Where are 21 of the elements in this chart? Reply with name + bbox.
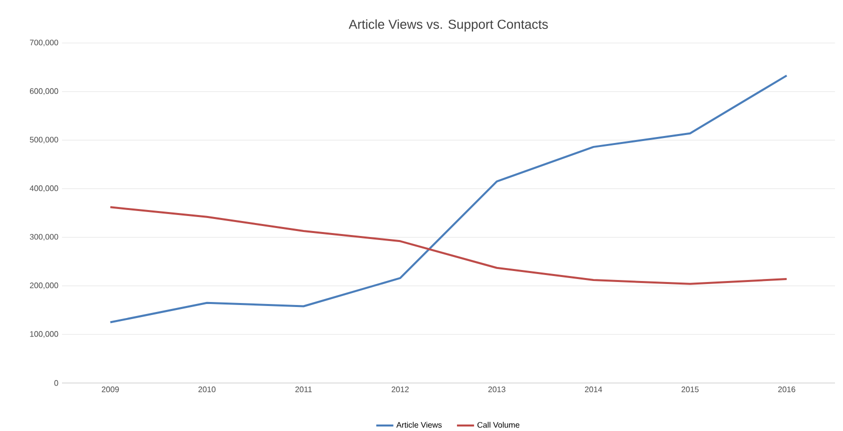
x-tick-label: 2011 (295, 386, 312, 392)
y-tick-label: 0 (54, 380, 58, 386)
y-tick-label: 400,000 (30, 185, 58, 192)
x-tick-label: 2015 (682, 386, 699, 392)
x-tick-label: 2014 (584, 386, 602, 392)
x-tick-label: 2013 (488, 386, 506, 392)
x-tick-label: 2009 (102, 386, 119, 392)
y-tick-label: 700,000 (30, 40, 58, 46)
y-tick-label: 600,000 (30, 88, 58, 95)
line-series (109, 206, 788, 285)
legend-label: Call Volume (477, 422, 520, 428)
legend-label: Article Views (396, 422, 442, 428)
line-series (109, 74, 788, 324)
chart-title: Article Views vs. Support Contacts (348, 19, 548, 32)
x-tick-label: 2016 (778, 386, 796, 392)
x-tick-label: 2012 (392, 386, 409, 392)
x-tick-label: 2010 (198, 386, 216, 392)
y-tick-label: 500,000 (30, 136, 58, 144)
y-tick-label: 100,000 (30, 331, 58, 338)
y-tick-label: 200,000 (30, 282, 58, 290)
y-tick-label: 300,000 (30, 234, 58, 241)
